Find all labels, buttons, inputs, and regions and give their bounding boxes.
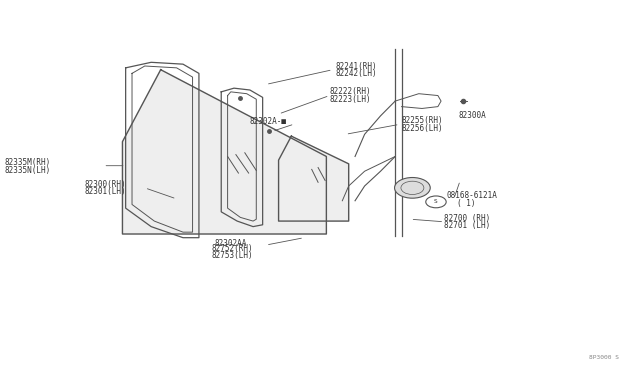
Polygon shape xyxy=(122,70,326,234)
Polygon shape xyxy=(125,62,199,238)
Text: 82301(LH): 82301(LH) xyxy=(84,187,126,196)
Text: 82752(RH): 82752(RH) xyxy=(212,244,253,253)
Text: 82256(LH): 82256(LH) xyxy=(401,124,443,132)
Text: 82242(LH): 82242(LH) xyxy=(336,69,378,78)
Text: ( 1): ( 1) xyxy=(457,199,476,208)
Polygon shape xyxy=(278,136,349,221)
Text: 82241(RH): 82241(RH) xyxy=(336,61,378,71)
Text: 82222(RH): 82222(RH) xyxy=(330,87,371,96)
Text: 82302A-■: 82302A-■ xyxy=(250,117,287,126)
Text: 82300(RH): 82300(RH) xyxy=(84,180,126,189)
Text: 82223(LH): 82223(LH) xyxy=(330,95,371,104)
Text: 82701 (LH): 82701 (LH) xyxy=(444,221,490,230)
Text: 82335M(RH): 82335M(RH) xyxy=(4,158,51,167)
Text: 82700 (RH): 82700 (RH) xyxy=(444,214,490,223)
Text: 82300A: 82300A xyxy=(459,111,486,121)
Text: 8P3000 S: 8P3000 S xyxy=(589,355,620,359)
Polygon shape xyxy=(221,88,262,227)
Text: S: S xyxy=(434,199,438,204)
Circle shape xyxy=(394,177,430,198)
Text: 82302AA: 82302AA xyxy=(215,239,247,248)
Text: 82753(LH): 82753(LH) xyxy=(212,251,253,260)
Text: 82335N(LH): 82335N(LH) xyxy=(4,166,51,174)
Text: 82255(RH): 82255(RH) xyxy=(401,116,443,125)
Text: 08168-6121A: 08168-6121A xyxy=(446,192,497,201)
